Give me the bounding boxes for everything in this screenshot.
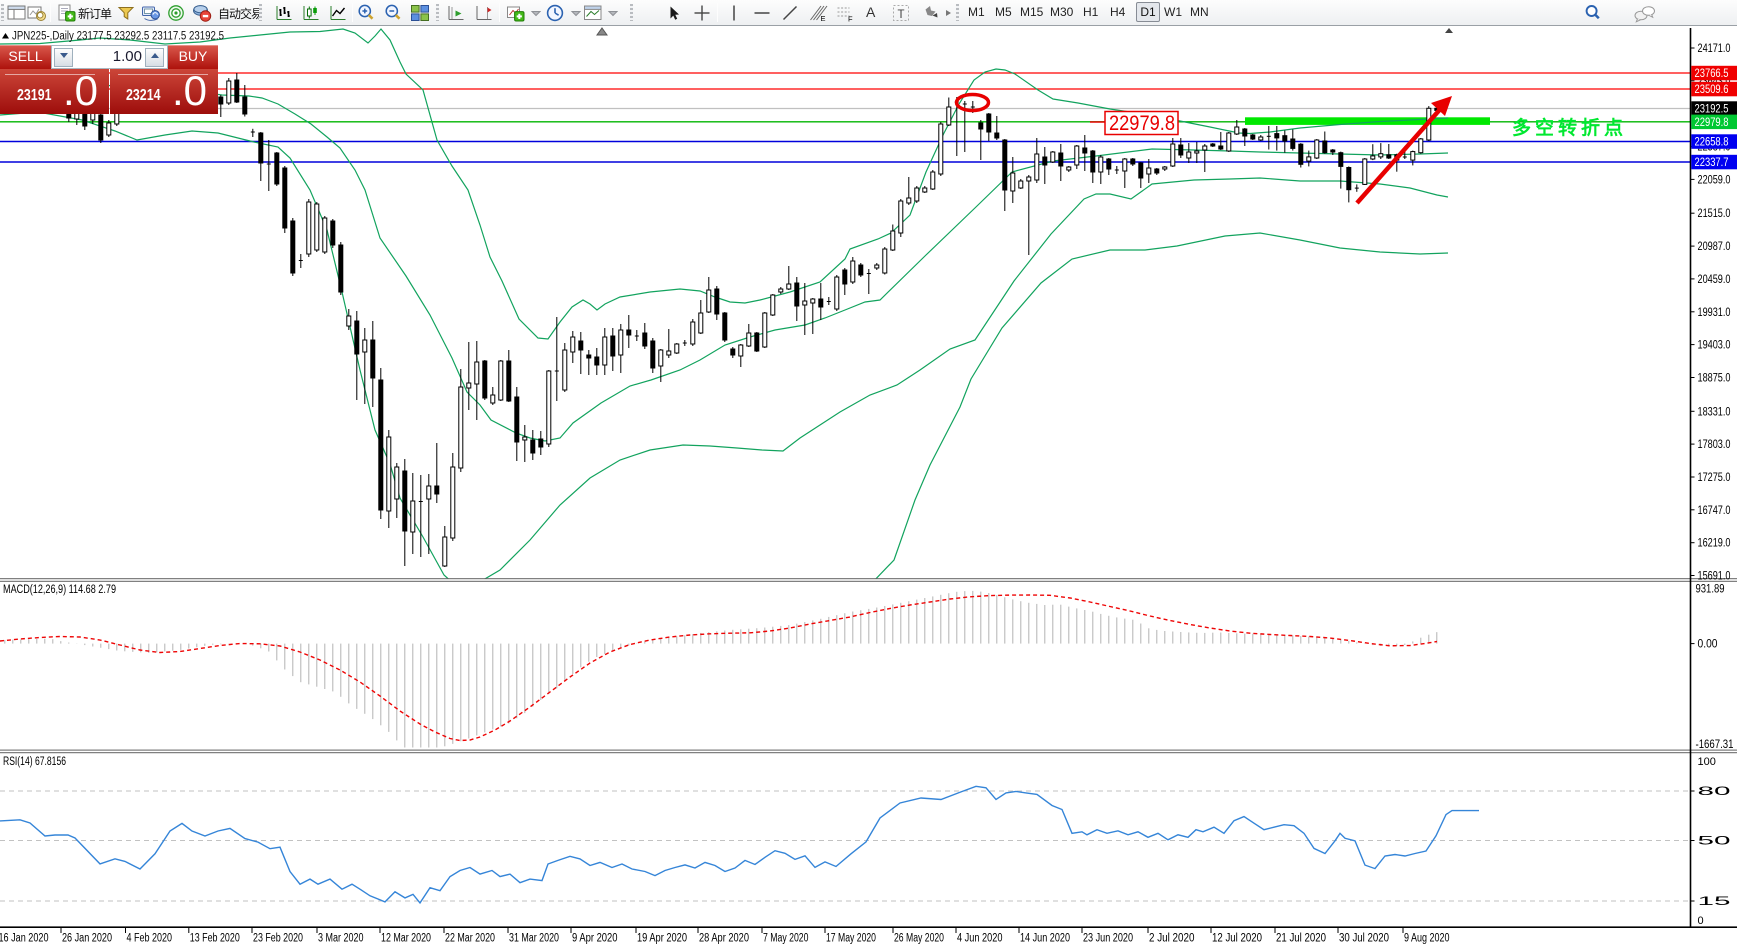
svg-text:18331.0: 18331.0	[1698, 406, 1731, 418]
svg-text:2 Jul 2020: 2 Jul 2020	[1149, 933, 1195, 945]
svg-text:26 Jan 2020: 26 Jan 2020	[62, 933, 112, 945]
svg-text:17275.0: 17275.0	[1698, 472, 1731, 484]
svg-text:15: 15	[1698, 896, 1731, 908]
svg-text:23766.5: 23766.5	[1695, 68, 1729, 80]
svg-text:100: 100	[1698, 756, 1716, 768]
svg-text:23 Jun 2020: 23 Jun 2020	[1083, 933, 1133, 945]
svg-text:24171.0: 24171.0	[1698, 43, 1731, 55]
svg-text:23192.5: 23192.5	[1695, 104, 1729, 116]
svg-text:0.00: 0.00	[1698, 639, 1718, 651]
svg-text:14 Jun 2020: 14 Jun 2020	[1020, 933, 1070, 945]
svg-text:23509.6: 23509.6	[1695, 84, 1729, 96]
svg-text:22979.8: 22979.8	[1695, 117, 1729, 129]
svg-text:22658.8: 22658.8	[1695, 137, 1729, 149]
svg-text:28 Apr 2020: 28 Apr 2020	[699, 933, 749, 945]
svg-text:JPN225-,Daily 23177.5 23292.5: JPN225-,Daily 23177.5 23292.5 23117.5 23…	[12, 31, 224, 43]
svg-text:MACD(12,26,9) 114.68 2.79: MACD(12,26,9) 114.68 2.79	[3, 584, 116, 596]
svg-text:12 Mar 2020: 12 Mar 2020	[381, 933, 431, 945]
svg-text:17803.0: 17803.0	[1698, 439, 1731, 451]
svg-text:F: F	[848, 15, 853, 24]
svg-text:21 Jul 2020: 21 Jul 2020	[1276, 933, 1326, 945]
svg-text:7 May 2020: 7 May 2020	[763, 933, 809, 945]
svg-text:多空转折点: 多空转折点	[1512, 116, 1627, 139]
svg-text:RSI(14) 67.8156: RSI(14) 67.8156	[3, 756, 66, 768]
svg-text:E: E	[821, 14, 826, 23]
svg-text:9 Aug 2020: 9 Aug 2020	[1404, 933, 1450, 945]
svg-text:50: 50	[1698, 836, 1731, 848]
svg-text:0: 0	[1698, 915, 1704, 927]
svg-text:19 Apr 2020: 19 Apr 2020	[637, 933, 687, 945]
svg-text:22 Mar 2020: 22 Mar 2020	[445, 933, 495, 945]
svg-text:13 Feb 2020: 13 Feb 2020	[190, 933, 240, 945]
svg-text:12 Jul 2020: 12 Jul 2020	[1212, 933, 1262, 945]
svg-text:23 Feb 2020: 23 Feb 2020	[253, 933, 303, 945]
svg-text:16 Jan 2020: 16 Jan 2020	[0, 933, 49, 945]
svg-text:15691.0: 15691.0	[1698, 571, 1731, 583]
svg-text:-1667.31: -1667.31	[1696, 739, 1734, 751]
svg-text:20459.0: 20459.0	[1698, 274, 1731, 286]
svg-text:19931.0: 19931.0	[1698, 307, 1731, 319]
svg-text:4 Feb 2020: 4 Feb 2020	[127, 933, 173, 945]
svg-text:18875.0: 18875.0	[1698, 373, 1731, 385]
svg-text:16747.0: 16747.0	[1698, 505, 1731, 517]
svg-text:9 Apr 2020: 9 Apr 2020	[572, 933, 618, 945]
svg-text:20987.0: 20987.0	[1698, 241, 1731, 253]
svg-text:80: 80	[1698, 786, 1731, 798]
svg-text:22979.8: 22979.8	[1109, 112, 1175, 135]
svg-text:19403.0: 19403.0	[1698, 340, 1731, 352]
svg-text:22059.0: 22059.0	[1698, 174, 1731, 186]
svg-text:16219.0: 16219.0	[1698, 538, 1731, 550]
svg-text:31 Mar 2020: 31 Mar 2020	[509, 933, 559, 945]
svg-text:4 Jun 2020: 4 Jun 2020	[957, 933, 1003, 945]
svg-text:931.89: 931.89	[1696, 584, 1725, 596]
svg-text:T: T	[898, 9, 905, 21]
svg-text:17 May 2020: 17 May 2020	[826, 933, 876, 945]
svg-text:21515.0: 21515.0	[1698, 208, 1731, 220]
svg-text:30 Jul 2020: 30 Jul 2020	[1339, 933, 1389, 945]
svg-text:3 Mar 2020: 3 Mar 2020	[318, 933, 364, 945]
svg-text:22337.7: 22337.7	[1695, 157, 1729, 169]
svg-text:26 May 2020: 26 May 2020	[894, 933, 944, 945]
